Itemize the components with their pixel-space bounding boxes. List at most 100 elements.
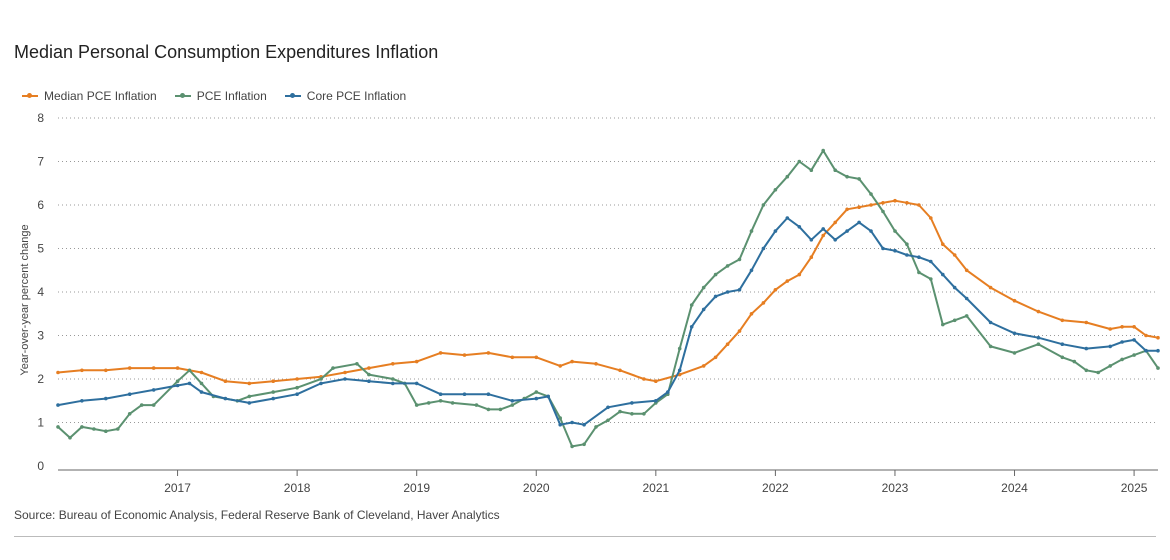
series-2-point-53: [952, 285, 957, 290]
series-1-point-30: [510, 403, 515, 407]
y-tick-label-0: 0: [37, 459, 44, 473]
series-2-point-6: [187, 381, 192, 386]
series-1-point-15: [271, 390, 276, 394]
chart-legend: Median PCE Inflation PCE Inflation Core …: [22, 89, 406, 103]
y-axis-title: Year-over-year percent change: [19, 224, 31, 375]
line-chart: 0 1 2 3 4 5 6 7 8 2017 2018 2019 2020 2021 2022 2023 202…: [19, 111, 1160, 495]
series-1-point-64: [917, 270, 921, 275]
series-0-point-26: [654, 379, 658, 384]
series-0-point-43: [881, 201, 885, 205]
legend-swatch-pce: [174, 93, 191, 98]
series-0-point-47: [929, 216, 933, 220]
series-2-point-56: [1012, 331, 1017, 336]
series-1-point-2: [80, 425, 84, 429]
series-2-point-2: [104, 396, 108, 401]
series-0-point-29: [713, 355, 718, 360]
series-0-point-6: [199, 370, 204, 375]
series-0-point-41: [857, 205, 861, 209]
legend-label-median-pce: Median PCE Inflation: [44, 89, 157, 103]
series-1-point-46: [701, 285, 706, 290]
series-2-point-60: [1108, 344, 1112, 349]
series-2-point-7: [199, 390, 204, 394]
series-0-point-39: [833, 220, 837, 225]
series-1-point-50: [749, 229, 754, 233]
series-1-point-40: [630, 412, 634, 416]
series-0-point-16: [438, 351, 443, 355]
series-1-point-53: [785, 174, 790, 179]
series-0-point-58: [1132, 325, 1136, 329]
y-tick-label-7: 7: [37, 155, 44, 169]
series-2-point-19: [486, 392, 491, 397]
series-1-point-24: [426, 401, 431, 405]
series-2-point-36: [749, 268, 754, 273]
series-0-point-31: [737, 329, 742, 333]
series-0-point-37: [809, 255, 814, 259]
series-2-point-8: [223, 396, 228, 401]
series-1-point-80: [1156, 366, 1160, 370]
series-1-point-45: [689, 303, 694, 307]
series-1-point-4: [104, 429, 108, 434]
series-1-point-71: [1036, 342, 1041, 347]
series-2-point-12: [319, 381, 323, 386]
series-2-point-33: [713, 294, 718, 299]
series-2-point-45: [857, 220, 861, 225]
series-2-point-18: [462, 392, 467, 397]
series-0-point-34: [773, 288, 778, 292]
series-1-point-47: [713, 272, 718, 277]
series-0-point-42: [869, 203, 873, 207]
legend-item-pce[interactable]: PCE Inflation: [174, 89, 267, 103]
series-1-point-41: [642, 412, 646, 416]
series-1-point-9: [175, 379, 180, 384]
series-2-point-55: [988, 320, 993, 325]
series-1-point-34: [558, 416, 562, 420]
series-1-point-17: [319, 377, 323, 381]
series-0-point-33: [761, 301, 766, 305]
legend-item-core-pce[interactable]: Core PCE Inflation: [284, 89, 407, 103]
series-2-point-34: [725, 290, 730, 294]
series-2-point-52: [941, 272, 945, 277]
x-tick-label-2022: 2022: [762, 481, 789, 495]
series-1-point-57: [833, 168, 837, 172]
series-1-point-36: [582, 442, 586, 447]
legend-swatch-core-pce: [284, 93, 301, 98]
series-2-point-39: [785, 216, 790, 220]
series-0-point-22: [570, 359, 574, 364]
series-2-point-54: [964, 296, 969, 301]
x-tick-label-2023: 2023: [882, 481, 909, 495]
series-1-point-67: [952, 318, 957, 323]
series-1-point-44: [677, 346, 682, 351]
x-tick-label-2025: 2025: [1121, 481, 1148, 495]
series-0-point-12: [343, 370, 347, 375]
series-2-point-21: [534, 396, 539, 401]
legend-item-median-pce[interactable]: Median PCE Inflation: [22, 89, 157, 103]
series-0-point-9: [271, 379, 276, 384]
series-0-point-46: [917, 203, 921, 207]
series-0-point-19: [510, 355, 515, 360]
series-line-2: [57, 217, 1158, 426]
series-1-point-39: [618, 409, 622, 414]
series-2-point-41: [809, 238, 814, 242]
series-0-point-21: [558, 364, 562, 368]
series-2-point-27: [630, 401, 634, 405]
series-1-point-61: [881, 209, 885, 214]
series-2-point-63: [1144, 348, 1148, 353]
series-0-point-60: [1156, 335, 1160, 340]
y-tick-label-4: 4: [37, 285, 44, 299]
series-2-point-48: [893, 248, 897, 253]
series-1-point-63: [905, 242, 909, 246]
series-2-point-57: [1036, 335, 1041, 340]
series-2-point-5: [175, 383, 180, 388]
x-tick-label-2017: 2017: [164, 481, 191, 495]
legend-label-pce: PCE Inflation: [196, 89, 267, 103]
series-1-point-59: [857, 177, 861, 181]
series-2-point-16: [414, 381, 419, 386]
series-0-point-10: [295, 377, 299, 381]
series-2-point-10: [271, 396, 276, 401]
series-1-point-21: [391, 377, 395, 381]
series-0-point-23: [594, 362, 598, 366]
series-0-point-30: [725, 342, 730, 347]
series-2-point-32: [701, 307, 706, 312]
x-tick-label-2019: 2019: [403, 481, 430, 495]
source-note: Source: Bureau of Economic Analysis, Fed…: [14, 508, 500, 522]
legend-label-core-pce: Core PCE Inflation: [306, 89, 407, 103]
